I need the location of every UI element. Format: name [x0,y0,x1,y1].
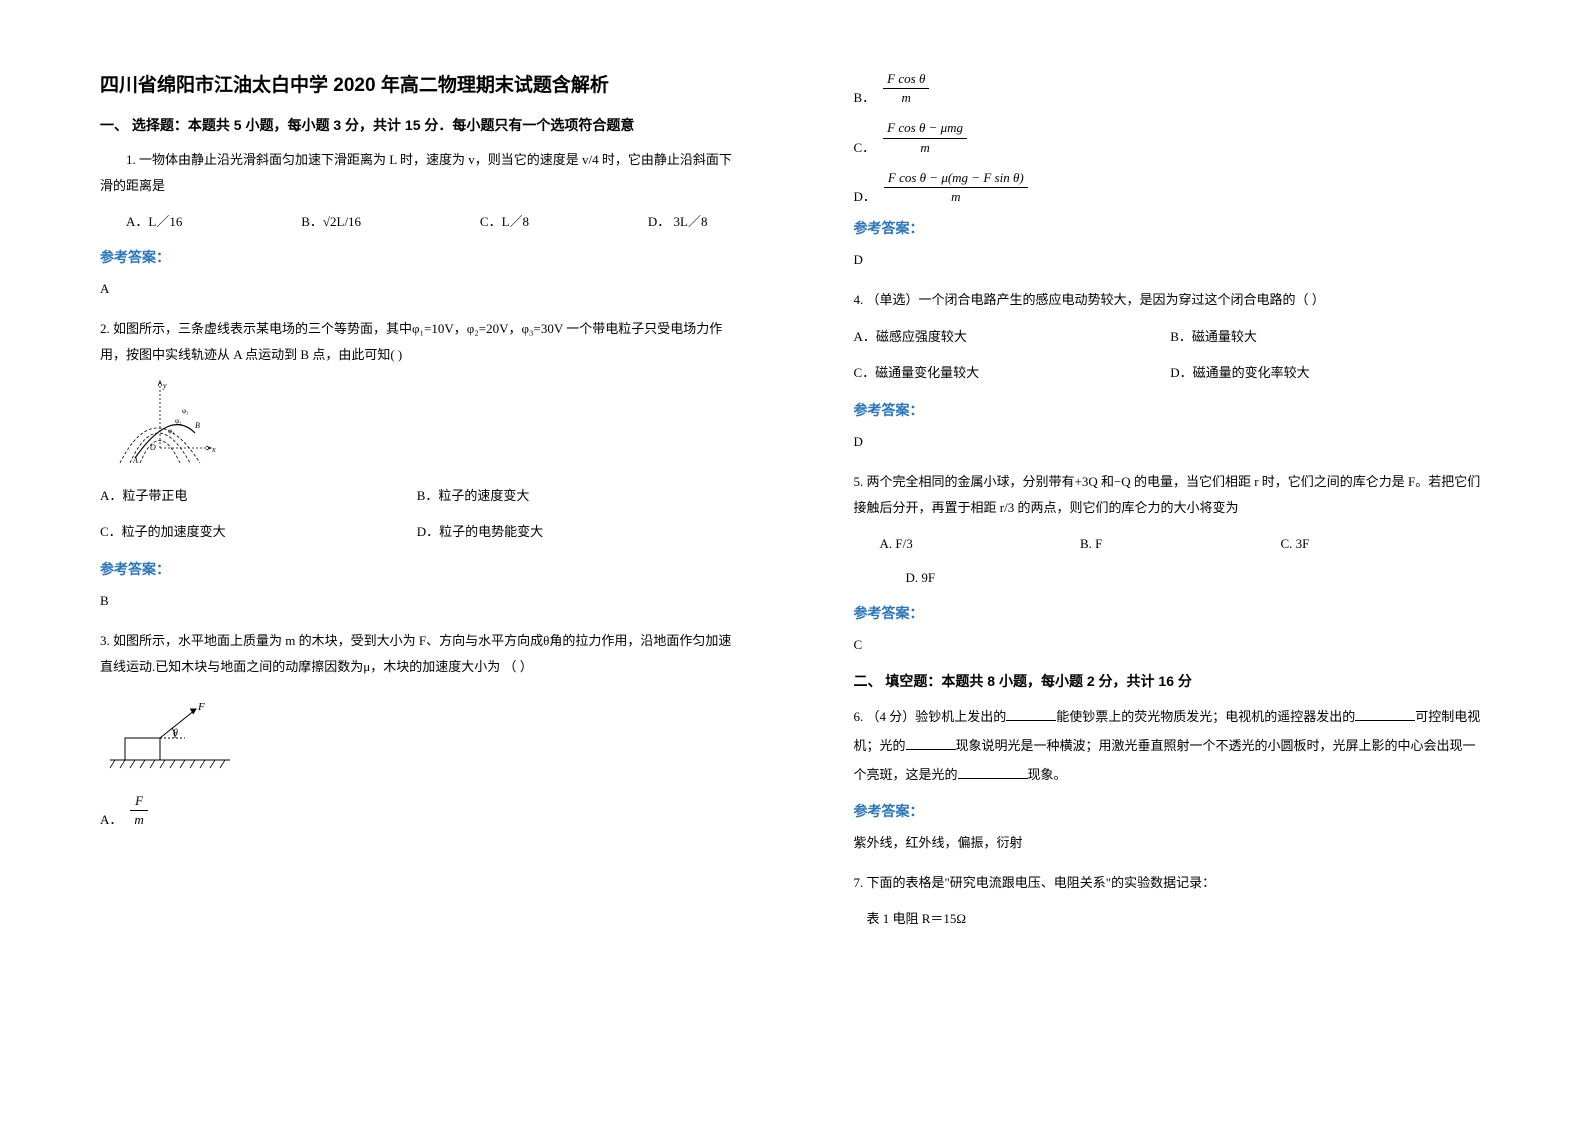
q5-option-a: A. F/3 [880,531,1080,557]
blank-3 [906,749,956,750]
q1-option-b: B．√2L/16 [301,209,361,235]
q1-optb-prefix: B． [301,214,323,229]
q6-answer: 紫外线，红外线，偏振，衍射 [854,831,1488,856]
svg-text:θ: θ [173,728,178,739]
q3-optd-num: F cos θ − μ(mg − F sin θ) [884,169,1028,188]
question-5-text: 5. 两个完全相同的金属小球，分别带有+3Q 和−Q 的电量，当它们相距 r 时… [854,469,1488,521]
electric-field-diagram: y x A B O φ₁ φ₂ φ₃ [100,378,220,468]
question-2-text: 2. 如图所示，三条虚线表示某电场的三个等势面，其中φ₁=10V，φ₂=20V，… [100,316,734,368]
q3-figure: F θ [100,690,734,782]
q1-answer: A [100,277,734,302]
section-1-header: 一、 选择题：本题共 5 小题，每小题 3 分，共计 15 分．每小题只有一个选… [100,115,734,135]
q3-optd-fraction: F cos θ − μ(mg − F sin θ) m [884,169,1028,206]
question-1-text: 1. 一物体由静止沿光滑斜面匀加速下滑距离为 L 时，速度为 v，则当它的速度是… [100,147,734,199]
answer-label: 参考答案： [100,559,734,579]
q3-answer: D [854,248,1488,273]
q1-option-c: C．L／8 [480,209,529,235]
question-6-text: 6. （4 分）验钞机上发出的能使钞票上的荧光物质发光；电视机的遥控器发出的可控… [854,703,1488,789]
q1-optb-suffix: L/16 [337,214,362,229]
svg-text:y: y [162,381,167,390]
q7-table-label: 表 1 电阻 R＝15Ω [854,906,1488,932]
q5-option-d: D. 9F [906,565,936,591]
svg-text:B: B [195,421,200,430]
q3-optd-den: m [884,188,1028,206]
q4-option-c: C．磁通量变化量较大 [854,359,1171,388]
answer-label: 参考答案： [100,247,734,267]
q3-option-c: C． F cos θ − μmg m [854,119,1488,156]
q3-optb-label: B． [854,89,876,107]
question-1-options: A．L／16 B．√2L/16 C．L／8 D． 3L／8 [100,209,734,235]
left-column: 四川省绵阳市江油太白中学 2020 年高二物理期末试题含解析 一、 选择题：本题… [0,0,794,1122]
q4-answer: D [854,430,1488,455]
section-2-header: 二、 填空题：本题共 8 小题，每小题 2 分，共计 16 分 [854,671,1488,691]
right-column: B． F cos θ m C． F cos θ − μmg m D． F cos… [794,0,1587,1122]
blank-1 [1006,720,1056,721]
q2-answer: B [100,589,734,614]
q4-option-a: A．磁感应强度较大 [854,323,1171,352]
q5-answer: C [854,633,1488,658]
question-3-text: 3. 如图所示，水平地面上质量为 m 的木块，受到大小为 F、方向与水平方向成θ… [100,628,734,680]
svg-text:A: A [132,456,138,465]
svg-text:φ₂: φ₂ [175,417,182,425]
answer-label: 参考答案： [854,603,1488,623]
q5-options-row1: A. F/3 B. F C. 3F [854,531,1488,557]
q2-options-row1: A．粒子带正电 B．粒子的速度变大 [100,482,734,511]
svg-text:φ₃: φ₃ [182,407,189,415]
blank-2 [1355,720,1415,721]
q5-option-b: B. F [1080,531,1280,557]
svg-text:O: O [150,443,156,452]
svg-text:F: F [197,701,205,713]
q3-optb-fraction: F cos θ m [883,70,929,107]
q3-optd-label: D． [854,188,876,206]
q2-option-b: B．粒子的速度变大 [417,482,734,511]
svg-text:x: x [211,445,216,454]
question-4-text: 4. （单选）一个闭合电路产生的感应电动势较大，是因为穿过这个闭合电路的（ ） [854,287,1488,313]
q2-option-c: C．粒子的加速度变大 [100,518,417,547]
q1-option-d: D． 3L／8 [648,209,708,235]
svg-text:φ₁: φ₁ [168,427,174,435]
answer-label: 参考答案： [854,218,1488,238]
q3-optc-num: F cos θ − μmg [883,119,967,138]
q3-optb-num: F cos θ [883,70,929,89]
q6-part6: 现象。 [1028,767,1067,782]
q3-option-d: D． F cos θ − μ(mg − F sin θ) m [854,169,1488,206]
block-on-surface-diagram: F θ [100,698,240,778]
q2-option-a: A．粒子带正电 [100,482,417,511]
q3-opta-den: m [130,811,147,829]
q3-optc-label: C． [854,139,876,157]
q5-options-row2: D. 9F [854,565,1488,591]
q4-option-d: D．磁通量的变化率较大 [1170,359,1487,388]
q1-optb-sqrt: √2 [323,214,337,229]
q3-optc-fraction: F cos θ − μmg m [883,119,967,156]
q3-option-b: B． F cos θ m [854,70,1488,107]
q3-optc-den: m [883,139,967,157]
q5-option-c: C. 3F [1280,531,1480,557]
q2-options-row2: C．粒子的加速度变大 D．粒子的电势能变大 [100,518,734,547]
blank-4 [958,778,1028,779]
q6-part2: 能使钞票上的荧光物质发光；电视机的遥控器发出的 [1056,709,1355,724]
q3-optb-den: m [883,89,929,107]
q3-opta-fraction: F m [130,792,147,829]
q1-option-a: A．L／16 [126,209,182,235]
q6-part4: 现象说明光是一种横波；用激光垂直照射一个不透光 [956,738,1255,753]
q2-option-d: D．粒子的电势能变大 [417,518,734,547]
answer-label: 参考答案： [854,801,1488,821]
q4-options-row1: A．磁感应强度较大 B．磁通量较大 [854,323,1488,352]
q6-part1: 6. （4 分）验钞机上发出的 [854,709,1007,724]
q3-option-a: A． F m [100,792,734,829]
document-title: 四川省绵阳市江油太白中学 2020 年高二物理期末试题含解析 [100,70,734,97]
q4-options-row2: C．磁通量变化量较大 D．磁通量的变化率较大 [854,359,1488,388]
q4-option-b: B．磁通量较大 [1170,323,1487,352]
q3-opta-label: A． [100,811,122,829]
q3-opta-num: F [130,792,147,811]
question-7-text: 7. 下面的表格是"研究电流跟电压、电阻关系"的实验数据记录： [854,870,1488,896]
q2-figure: y x A B O φ₁ φ₂ φ₃ [100,378,734,472]
answer-label: 参考答案： [854,400,1488,420]
